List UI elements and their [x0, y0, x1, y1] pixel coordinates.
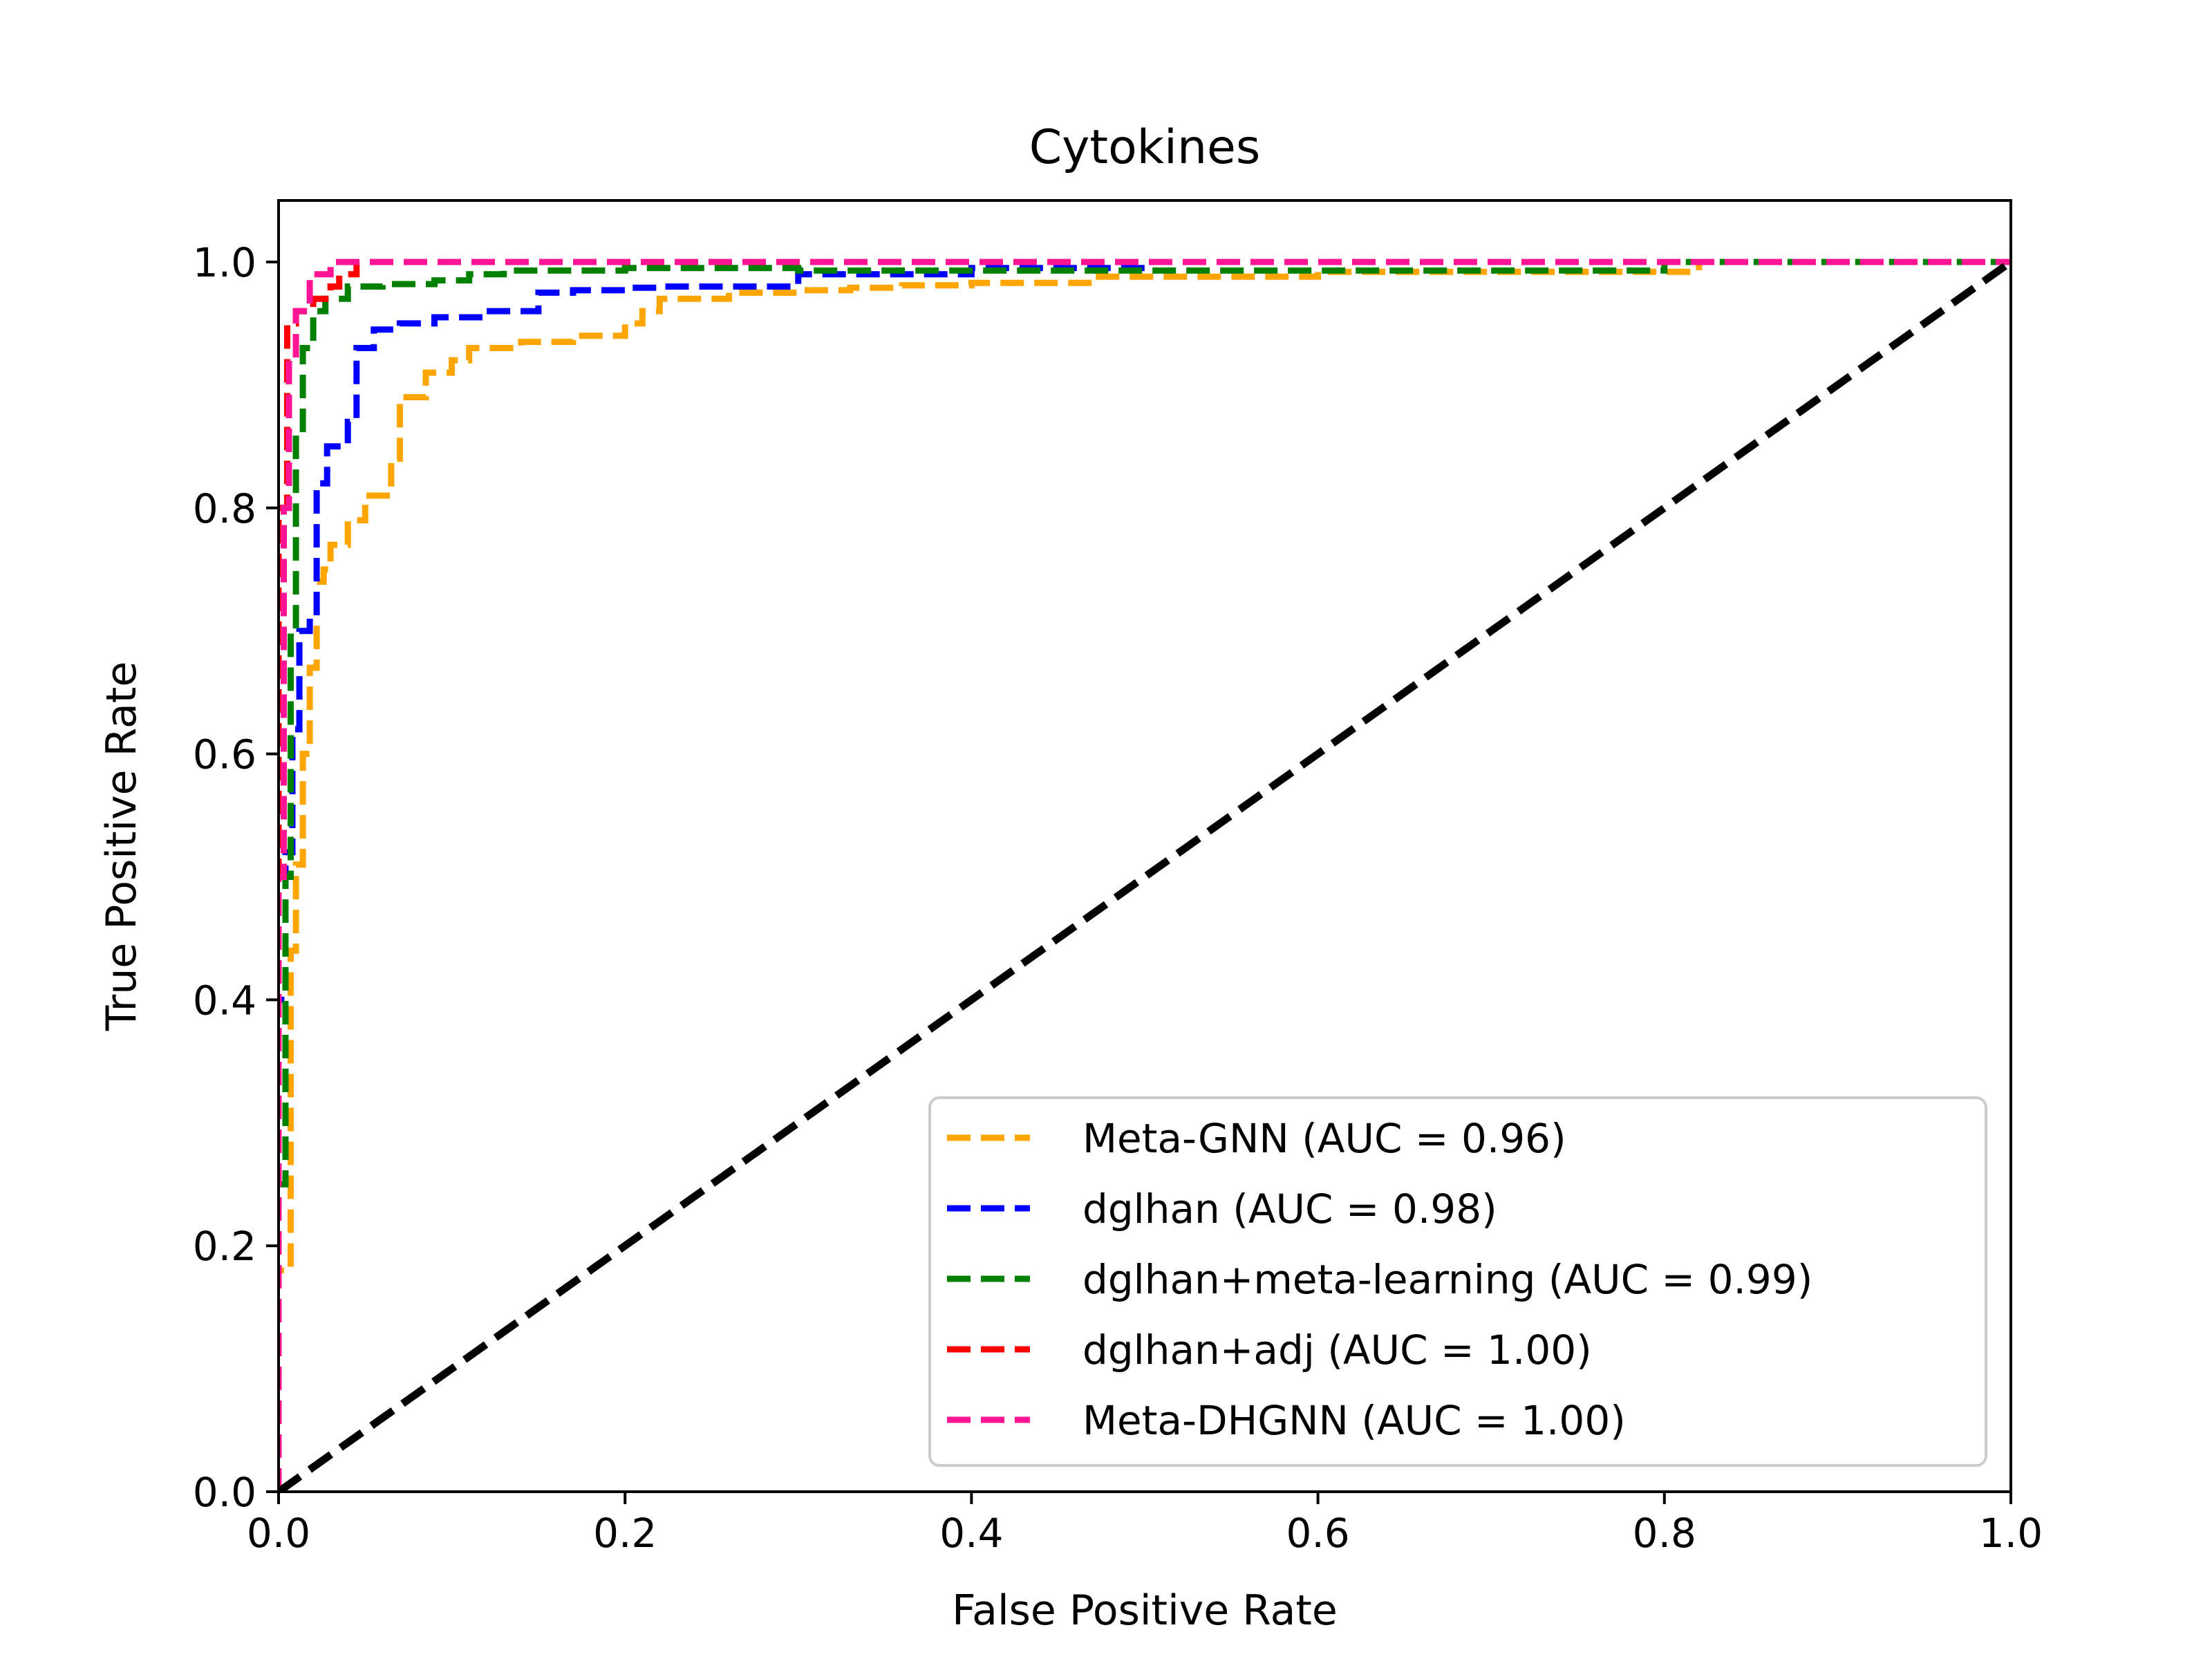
- series-line-2: [279, 259, 2011, 1492]
- reference-diagonal-line: [279, 259, 2011, 1492]
- legend: Meta-GNN (AUC = 0.96) dglhan (AUC = 0.98)…: [928, 1096, 1987, 1467]
- y-axis-ticks: 0.0 0.2 0.4 0.6 0.8 1.0: [193, 239, 279, 1516]
- y-tick-label: 0.4: [193, 977, 256, 1024]
- x-axis-label: False Positive Rate: [952, 1586, 1338, 1635]
- x-tick-label: 1.0: [1979, 1510, 2043, 1557]
- y-tick-label: 0.0: [193, 1469, 256, 1516]
- series-line-0: [279, 259, 2011, 1492]
- x-tick-label: 0.6: [1286, 1510, 1349, 1557]
- y-axis-label: True Positive Rate: [97, 662, 146, 1031]
- plot-frame: [277, 199, 2012, 1493]
- y-tick-label: 0.2: [193, 1223, 256, 1270]
- plot-lines: [279, 259, 2011, 1492]
- legend-label-3: dglhan+adj (AUC = 1.00): [1082, 1327, 1592, 1374]
- series-line-4: [279, 259, 2011, 1492]
- legend-label-1: dglhan (AUC = 0.98): [1082, 1185, 1497, 1232]
- y-tick-label: 1.0: [193, 239, 256, 286]
- x-tick-label: 0.0: [247, 1510, 310, 1557]
- x-axis-ticks: 0.0 0.2 0.4 0.6 0.8 1.0: [247, 1492, 2043, 1557]
- x-tick-label: 0.2: [593, 1510, 657, 1557]
- chart-title: Cytokines: [1029, 120, 1261, 175]
- legend-label-0: Meta-GNN (AUC = 0.96): [1082, 1115, 1566, 1162]
- legend-box: [928, 1096, 1987, 1467]
- x-tick-label: 0.8: [1633, 1510, 1696, 1557]
- x-tick-label: 0.4: [939, 1510, 1003, 1557]
- legend-label-4: Meta-DHGNN (AUC = 1.00): [1082, 1397, 1626, 1444]
- series-line-1: [279, 259, 2011, 1492]
- legend-label-2: dglhan+meta-learning (AUC = 0.99): [1082, 1256, 1812, 1303]
- y-tick-label: 0.6: [193, 731, 256, 778]
- y-tick-label: 0.8: [193, 485, 256, 532]
